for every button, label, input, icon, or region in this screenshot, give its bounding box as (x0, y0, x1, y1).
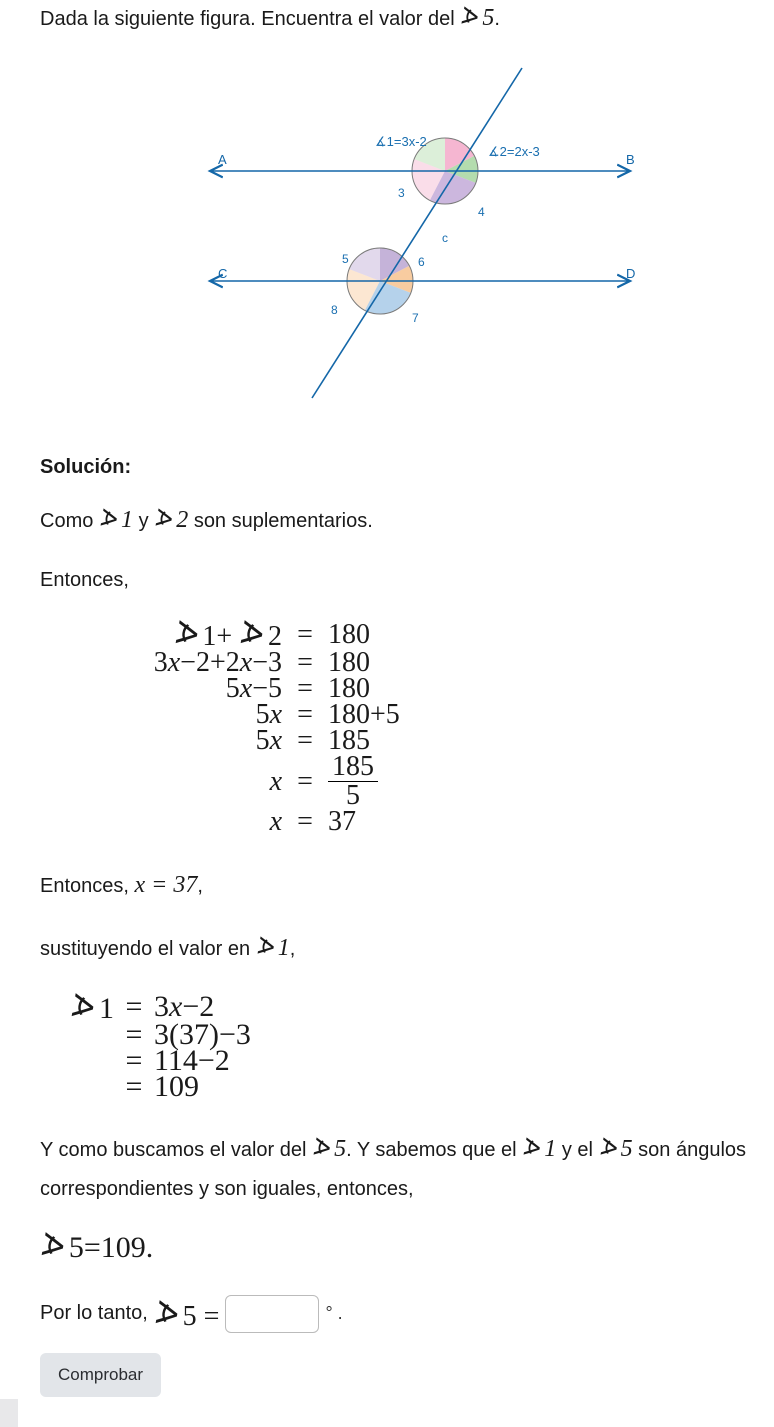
label-6: 6 (418, 255, 425, 269)
then-label: Entonces, (40, 562, 754, 598)
page: Dada la siguiente figura. Encuentra el v… (0, 0, 774, 1427)
label-8: 8 (331, 303, 338, 317)
angle-icon: ∢ (595, 1126, 622, 1172)
label-5: 5 (342, 252, 349, 266)
label-3: 3 (398, 186, 405, 200)
angle-icon: ∢ (151, 498, 178, 544)
problem-text-before: Dada la siguiente figura. Encuentra el v… (40, 8, 460, 30)
final-text: Por lo tanto, (40, 1302, 148, 1325)
solution-heading: Solución: (40, 456, 754, 479)
geometry-figure: A B C D ∡1=3x-2 ∡2=2x-3 3 4 5 6 7 8 c (180, 56, 660, 416)
label-c-mid: c (442, 231, 448, 245)
answer-input[interactable] (225, 1295, 319, 1333)
then-x-37: Entonces, x = 37, (40, 864, 754, 907)
angle-5-expr: ∢5 (460, 5, 494, 31)
conclusion-text: Y como buscamos el valor del ∢5. Y sabem… (40, 1128, 754, 1207)
label-4: 4 (478, 205, 485, 219)
figure-svg: A B C D ∡1=3x-2 ∡2=2x-3 3 4 5 6 7 8 c (180, 56, 660, 416)
line-transversal (312, 68, 522, 398)
bottom-strip (0, 1399, 18, 1427)
equation-block-1: ∢1+ ∢2=180 3x−2+2x−3=180 5x−5=180 5x=180… (40, 618, 754, 836)
angle-icon: ∢ (95, 498, 122, 544)
label-a: A (218, 152, 227, 167)
degree-label: ° . (325, 1303, 342, 1324)
result-line: ∢5=109. (40, 1227, 754, 1265)
check-button[interactable]: Comprobar (40, 1353, 161, 1397)
label-c: C (218, 266, 227, 281)
label-d: D (626, 266, 635, 281)
final-angle: ∢5 = (154, 1295, 220, 1333)
supplementary-line: Como ∢1 y ∢2 son suplementarios. (40, 499, 754, 542)
label-angle1: ∡1=3x-2 (375, 134, 427, 149)
substituting-line: sustituyendo el valor en ∢1, (40, 927, 754, 970)
answer-row: Por lo tanto, ∢5 = ° . (40, 1295, 754, 1333)
label-b: B (626, 152, 635, 167)
angle-icon: ∢ (308, 1126, 335, 1172)
problem-statement: Dada la siguiente figura. Encuentra el v… (40, 0, 754, 36)
label-7: 7 (412, 311, 419, 325)
angle-icon: ∢ (457, 0, 483, 37)
angle-icon: ∢ (252, 926, 279, 972)
equation-block-2: ∢1=3x−2 =3(37)−3 =114−2 =109 (40, 991, 754, 1102)
angle-icon: ∢ (519, 1126, 546, 1172)
angle-icon: ∢ (37, 1225, 70, 1267)
label-angle2: ∡2=2x-3 (488, 144, 540, 159)
